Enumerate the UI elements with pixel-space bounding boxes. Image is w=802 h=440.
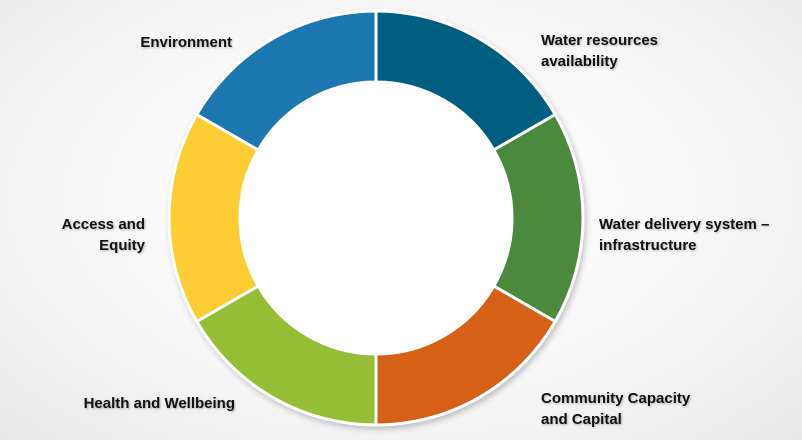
ring-center	[241, 83, 511, 353]
label-line: Environment	[140, 34, 232, 51]
label-line: Health and Wellbeing	[83, 395, 235, 412]
label-line: availability	[541, 53, 618, 70]
label-line: Community Capacity	[541, 390, 691, 407]
segment-environment	[194, 9, 378, 153]
label-access-equity: Access and Equity	[62, 214, 145, 256]
label-line: Access and	[61, 216, 145, 233]
label-line: Equity	[99, 237, 145, 254]
label-community-capacity: Community Capacity and Capital	[541, 388, 690, 430]
label-line: and Capital	[541, 411, 622, 428]
label-water-delivery: Water delivery system – infrastructure	[599, 214, 769, 256]
label-environment: Environment	[140, 32, 232, 53]
label-water-resources: Water resources availability	[541, 30, 658, 72]
label-line: Water resources	[541, 32, 658, 49]
label-line: Water delivery system –	[599, 216, 770, 233]
label-line: infrastructure	[599, 237, 697, 254]
label-health-wellbeing: Health and Wellbeing	[84, 393, 235, 414]
